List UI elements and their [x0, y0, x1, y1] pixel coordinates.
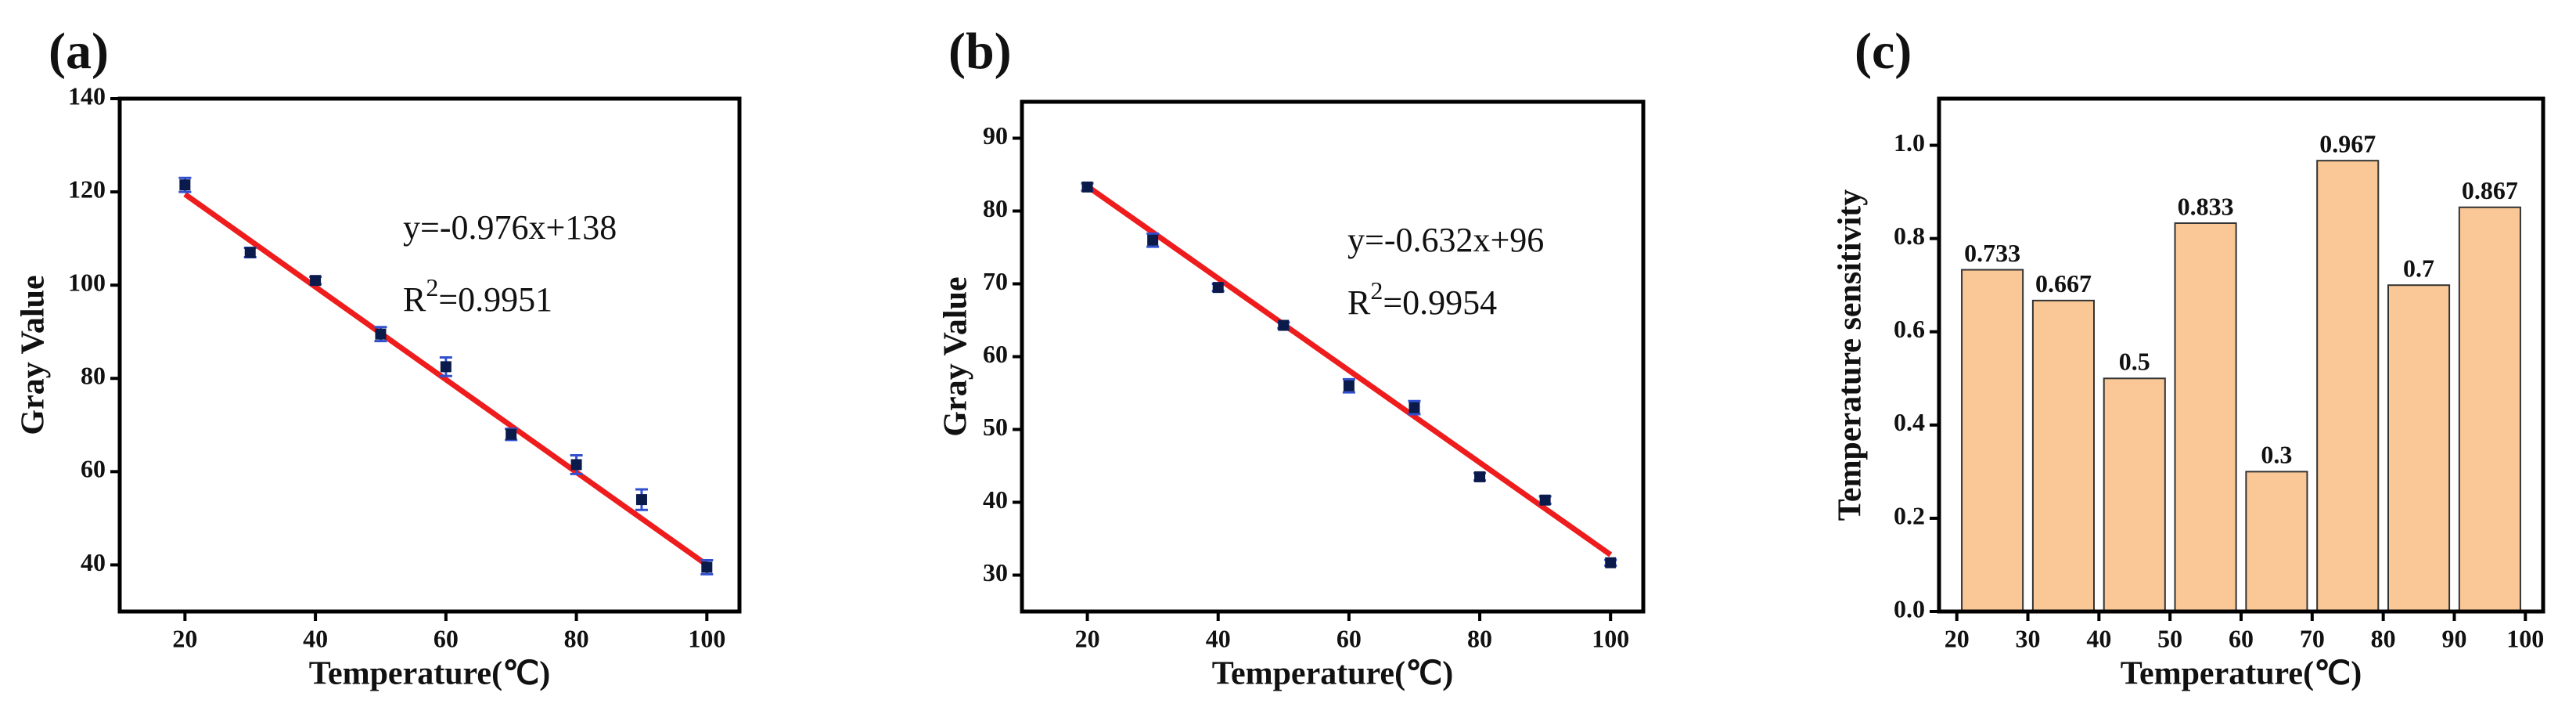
y-axis-title: Temperature sensitivity — [1833, 189, 1869, 521]
data-point — [505, 428, 517, 440]
r-squared-part: =0.9954 — [1383, 283, 1497, 322]
bar — [2103, 377, 2166, 612]
x-tick-label: 100 — [688, 624, 725, 652]
y-tick-label: 80 — [983, 194, 1008, 222]
y-tick-label: 100 — [68, 269, 106, 297]
y-axis-title: Gray Value — [16, 275, 52, 435]
x-axis-title: Temperature(℃) — [1212, 656, 1453, 692]
x-tick-label: 20 — [1075, 624, 1100, 652]
x-tick-label: 20 — [1945, 624, 1970, 652]
equation: y=-0.976x+138 — [403, 208, 617, 247]
data-label: 0.667 — [2035, 269, 2092, 298]
y-tick-label: 60 — [81, 455, 106, 483]
data-point — [1147, 234, 1159, 246]
panel-label: (b) — [948, 23, 1012, 80]
x-tick-label: 40 — [303, 624, 328, 652]
equation: y=-0.632x+96 — [1347, 221, 1544, 259]
r-squared: R2=0.9951 — [403, 273, 552, 319]
panel-label: (c) — [1855, 23, 1912, 80]
data-point — [1343, 380, 1355, 391]
y-tick-label: 0.8 — [1894, 222, 1925, 250]
x-tick-label: 80 — [1467, 624, 1492, 652]
r-squared-part: R — [1347, 283, 1371, 322]
data-label: 0.3 — [2261, 441, 2292, 469]
data-label: 0.7 — [2403, 254, 2434, 283]
x-tick-label: 30 — [2016, 624, 2041, 652]
x-axis-title: Temperature(℃) — [2121, 656, 2362, 692]
y-tick-label: 0.2 — [1894, 501, 1925, 529]
bar — [2245, 471, 2308, 613]
bar — [2458, 206, 2521, 612]
data-point — [1278, 319, 1290, 331]
plot-frame — [117, 96, 742, 614]
data-point — [1539, 494, 1551, 506]
data-point — [1605, 557, 1617, 568]
data-point — [375, 328, 387, 340]
fit-line — [1085, 184, 1613, 557]
r-squared-part: R — [403, 280, 426, 319]
y-tick-label: 40 — [983, 485, 1008, 514]
data-point — [244, 247, 256, 258]
x-tick-label: 50 — [2157, 624, 2182, 652]
r-squared: R2=0.9954 — [1347, 276, 1497, 322]
y-tick-label: 70 — [983, 267, 1008, 295]
y-tick-label: 0.0 — [1894, 594, 1925, 622]
x-tick-label: 80 — [2371, 624, 2396, 652]
y-tick-label: 40 — [81, 548, 106, 576]
data-label: 0.967 — [2319, 130, 2376, 158]
y-tick-label: 0.4 — [1894, 408, 1925, 436]
y-tick-label: 120 — [68, 175, 106, 203]
plot-frame — [1937, 96, 2545, 614]
x-tick-label: 60 — [434, 624, 459, 652]
bar — [1961, 269, 2024, 612]
x-tick-label: 80 — [564, 624, 589, 652]
bar — [2031, 299, 2095, 612]
data-point — [1474, 471, 1486, 482]
y-tick-label: 50 — [983, 413, 1008, 441]
x-tick-label: 90 — [2441, 624, 2466, 652]
y-tick-label: 60 — [983, 340, 1008, 368]
r-squared-part: 2 — [426, 273, 438, 301]
data-point — [635, 494, 647, 506]
x-tick-label: 100 — [1592, 624, 1629, 652]
y-tick-label: 0.6 — [1894, 315, 1925, 343]
data-point — [310, 275, 322, 287]
plot-frame — [1020, 99, 1646, 614]
x-tick-label: 40 — [2086, 624, 2111, 652]
x-tick-label: 60 — [1337, 624, 1362, 652]
fit-line — [183, 192, 709, 568]
bar — [2174, 222, 2237, 612]
x-tick-label: 70 — [2300, 624, 2325, 652]
data-point — [570, 459, 582, 471]
r-squared-part: =0.9951 — [438, 280, 552, 319]
x-tick-label: 40 — [1206, 624, 1231, 652]
x-tick-label: 100 — [2506, 624, 2544, 652]
data-point — [701, 561, 713, 573]
data-point — [1409, 402, 1420, 413]
x-tick-label: 60 — [2229, 624, 2254, 652]
y-axis-title: Gray Value — [938, 276, 974, 436]
data-point — [179, 179, 191, 191]
data-point — [1081, 181, 1093, 193]
bar — [2316, 160, 2380, 613]
r-squared-part: 2 — [1370, 276, 1383, 305]
y-tick-label: 90 — [983, 121, 1008, 150]
data-label: 0.867 — [2462, 176, 2518, 204]
y-tick-label: 140 — [68, 81, 106, 110]
data-label: 0.833 — [2178, 192, 2234, 220]
data-label: 0.733 — [1964, 239, 2020, 267]
data-point — [440, 361, 452, 373]
x-tick-label: 20 — [172, 624, 197, 652]
y-tick-label: 80 — [81, 362, 106, 390]
y-tick-label: 30 — [983, 558, 1008, 586]
panel-label: (a) — [49, 23, 109, 80]
data-point — [1212, 282, 1224, 294]
x-axis-title: Temperature(℃) — [309, 656, 550, 692]
data-label: 0.5 — [2119, 348, 2150, 376]
bar — [2387, 284, 2451, 612]
y-tick-label: 1.0 — [1894, 128, 1925, 157]
